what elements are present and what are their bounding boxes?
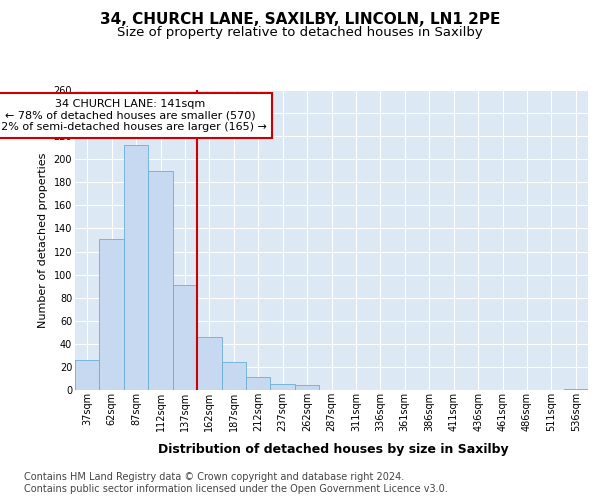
Bar <box>271 384 295 390</box>
Bar <box>124 146 148 390</box>
Text: 34, CHURCH LANE, SAXILBY, LINCOLN, LN1 2PE: 34, CHURCH LANE, SAXILBY, LINCOLN, LN1 2… <box>100 12 500 28</box>
Bar <box>100 239 124 390</box>
Bar <box>173 285 197 390</box>
Bar <box>563 389 588 390</box>
Bar <box>221 362 246 390</box>
Bar <box>246 378 271 390</box>
Text: 34 CHURCH LANE: 141sqm
← 78% of detached houses are smaller (570)
22% of semi-de: 34 CHURCH LANE: 141sqm ← 78% of detached… <box>0 99 266 132</box>
Text: Size of property relative to detached houses in Saxilby: Size of property relative to detached ho… <box>117 26 483 39</box>
Bar <box>75 360 100 390</box>
Text: Distribution of detached houses by size in Saxilby: Distribution of detached houses by size … <box>158 442 508 456</box>
Bar <box>197 337 221 390</box>
Bar <box>148 171 173 390</box>
Bar <box>295 386 319 390</box>
Y-axis label: Number of detached properties: Number of detached properties <box>38 152 48 328</box>
Text: Contains HM Land Registry data © Crown copyright and database right 2024.: Contains HM Land Registry data © Crown c… <box>24 472 404 482</box>
Text: Contains public sector information licensed under the Open Government Licence v3: Contains public sector information licen… <box>24 484 448 494</box>
